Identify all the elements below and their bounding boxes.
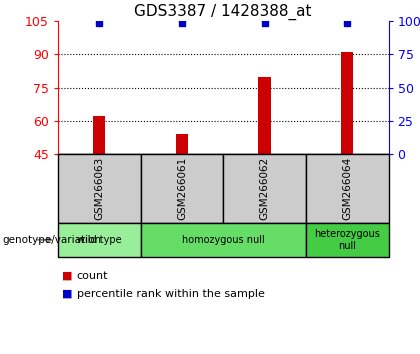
Text: homozygous null: homozygous null — [182, 235, 265, 245]
Text: heterozygous
null: heterozygous null — [314, 229, 380, 251]
Text: GSM266062: GSM266062 — [260, 157, 270, 220]
Bar — [258, 76, 271, 154]
Bar — [93, 116, 105, 154]
Title: GDS3387 / 1428388_at: GDS3387 / 1428388_at — [134, 4, 312, 20]
Text: GSM266064: GSM266064 — [342, 157, 352, 220]
Text: percentile rank within the sample: percentile rank within the sample — [77, 289, 265, 299]
Text: genotype/variation: genotype/variation — [2, 235, 101, 245]
Text: ■: ■ — [62, 289, 73, 299]
Text: wild type: wild type — [77, 235, 122, 245]
Text: GSM266061: GSM266061 — [177, 157, 187, 220]
Text: GSM266063: GSM266063 — [94, 157, 104, 220]
Bar — [341, 52, 353, 154]
Text: ■: ■ — [62, 271, 73, 281]
Text: count: count — [77, 271, 108, 281]
Bar — [176, 134, 188, 154]
